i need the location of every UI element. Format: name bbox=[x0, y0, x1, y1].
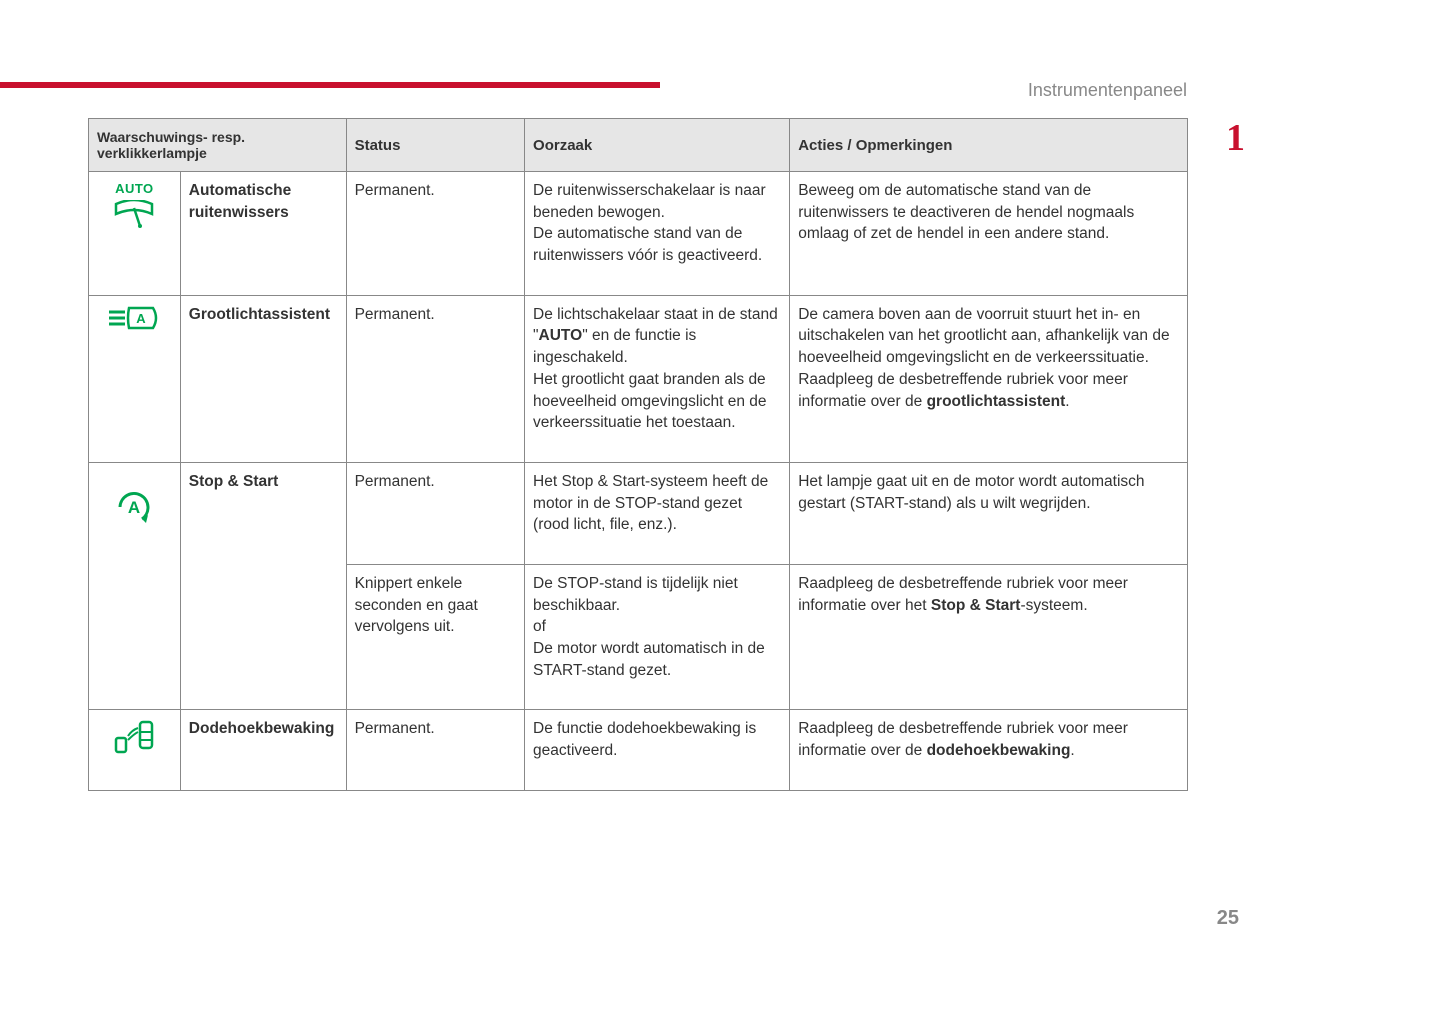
header-accent-bar bbox=[0, 82, 660, 88]
action-text: Raadpleeg de desbetreffende rubriek voor… bbox=[790, 710, 1188, 790]
status-text: Permanent. bbox=[346, 462, 524, 564]
action-bold: dodehoekbewaking bbox=[927, 742, 1071, 759]
col-header-cause: Oorzaak bbox=[525, 119, 790, 172]
auto-label: AUTO bbox=[97, 180, 172, 198]
action-text: Het lampje gaat uit en de motor wordt au… bbox=[790, 462, 1188, 564]
page-number: 25 bbox=[1217, 907, 1239, 930]
icon-cell bbox=[89, 710, 181, 790]
svg-text:A: A bbox=[137, 311, 147, 326]
action-post: . bbox=[1065, 393, 1069, 410]
cause-text: Het Stop & Start-systeem heeft de motor … bbox=[525, 462, 790, 564]
chapter-number: 1 bbox=[1226, 116, 1245, 160]
cause-bold: AUTO bbox=[539, 327, 583, 344]
action-text: Beweeg om de automatische stand van de r… bbox=[790, 172, 1188, 296]
status-text: Permanent. bbox=[346, 710, 524, 790]
col-header-status: Status bbox=[346, 119, 524, 172]
lamp-name: Stop & Start bbox=[180, 462, 346, 710]
cause-text: De ruitenwisserschakelaar is naar benede… bbox=[525, 172, 790, 296]
col-header-lamp: Waarschuwings- resp. verklikkerlampje bbox=[89, 119, 347, 172]
icon-cell: AUTO bbox=[89, 172, 181, 296]
action-bold: grootlichtassistent bbox=[927, 393, 1066, 410]
auto-wipers-icon bbox=[112, 200, 156, 228]
status-text: Permanent. bbox=[346, 295, 524, 462]
lamp-name: Automatische ruitenwissers bbox=[180, 172, 346, 296]
table-header-row: Waarschuwings- resp. verklikkerlampje St… bbox=[89, 119, 1188, 172]
svg-text:A: A bbox=[128, 498, 140, 517]
stop-start-icon: A bbox=[114, 487, 154, 527]
blind-spot-icon bbox=[110, 718, 158, 754]
icon-cell: A bbox=[89, 295, 181, 462]
icon-cell: A bbox=[89, 462, 181, 710]
cause-text: De STOP-stand is tijdelijk niet beschikb… bbox=[525, 564, 790, 709]
action-bold: Stop & Start bbox=[931, 597, 1021, 614]
action-post: . bbox=[1070, 742, 1074, 759]
lamp-name: Dodehoekbewaking bbox=[180, 710, 346, 790]
table-row: Dodehoekbewaking Permanent. De functie d… bbox=[89, 710, 1188, 790]
status-text: Knippert enkele seconden en gaat vervolg… bbox=[346, 564, 524, 709]
action-text: De camera boven aan de voorruit stuurt h… bbox=[790, 295, 1188, 462]
table-row: A Grootlichtassistent Permanent. De lich… bbox=[89, 295, 1188, 462]
lamp-name: Grootlichtassistent bbox=[180, 295, 346, 462]
table-row: A Stop & Start Permanent. Het Stop & Sta… bbox=[89, 462, 1188, 564]
cause-text: De lichtschakelaar staat in de stand "AU… bbox=[525, 295, 790, 462]
status-text: Permanent. bbox=[346, 172, 524, 296]
section-title: Instrumentenpaneel bbox=[1028, 80, 1187, 101]
table-row: AUTO Automatische ruitenwissers Permanen… bbox=[89, 172, 1188, 296]
warning-lights-table: Waarschuwings- resp. verklikkerlampje St… bbox=[88, 118, 1188, 791]
cause-text: De functie dodehoekbewaking is geactivee… bbox=[525, 710, 790, 790]
action-text: Raadpleeg de desbetreffende rubriek voor… bbox=[790, 564, 1188, 709]
col-header-action: Acties / Opmerkingen bbox=[790, 119, 1188, 172]
action-post: -systeem. bbox=[1020, 597, 1087, 614]
high-beam-assist-icon: A bbox=[107, 304, 161, 332]
